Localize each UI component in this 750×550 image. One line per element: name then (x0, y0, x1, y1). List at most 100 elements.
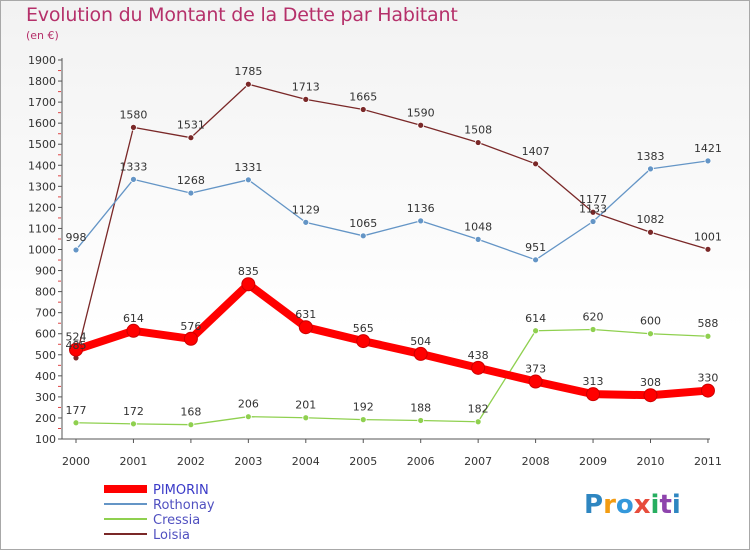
data-point-pimorin (413, 346, 428, 361)
y-tick-label: 1600 (28, 117, 56, 130)
chart-subtitle: (en €) (26, 29, 59, 42)
y-tick-label: 500 (35, 349, 56, 362)
data-label: 177 (66, 404, 87, 417)
logo-letter: x (633, 490, 651, 520)
data-label: 588 (697, 317, 718, 330)
y-tick-label: 400 (35, 370, 56, 383)
data-point-rothonay (647, 165, 654, 173)
x-tick-label: 2000 (62, 455, 90, 468)
data-label: 172 (123, 405, 144, 418)
chart-title: Evolution du Montant de la Dette par Hab… (26, 4, 458, 26)
x-tick-label: 2009 (579, 455, 607, 468)
series-line-cressia (75, 328, 709, 426)
data-point-rothonay (417, 217, 425, 225)
x-tick-label: 2010 (637, 455, 665, 468)
data-point-loisia (417, 121, 425, 129)
y-tick-label: 1300 (28, 180, 56, 193)
data-point-loisia (187, 134, 195, 142)
y-tick-label: 800 (35, 286, 56, 299)
data-point-pimorin (643, 388, 658, 403)
data-label: 188 (410, 401, 431, 414)
data-point-cressia (359, 416, 367, 424)
x-tick-label: 2011 (694, 455, 722, 468)
data-label: 182 (468, 403, 489, 416)
data-point-pimorin (356, 334, 371, 349)
data-label: 600 (640, 315, 661, 328)
data-point-pimorin (528, 374, 543, 389)
data-point-cressia (244, 413, 252, 421)
data-label: 168 (180, 406, 201, 419)
y-tick-label: 1500 (28, 138, 56, 151)
data-label: 485 (66, 339, 87, 352)
y-tick-label: 1700 (28, 96, 56, 109)
y-tick-label: 900 (35, 265, 56, 278)
data-point-rothonay (704, 157, 712, 165)
data-point-loisia (130, 123, 137, 131)
data-label: 330 (697, 372, 718, 385)
x-tick-label: 2006 (407, 455, 435, 468)
data-label: 1333 (119, 160, 147, 173)
y-tick-label: 1400 (28, 159, 56, 172)
data-point-rothonay (244, 176, 252, 184)
data-label: 620 (583, 311, 604, 324)
data-point-pimorin (69, 342, 83, 357)
logo-letter: i (650, 490, 660, 520)
data-point-cressia (532, 327, 539, 335)
data-point-loisia (647, 228, 654, 236)
x-tick-label: 2001 (119, 455, 147, 468)
x-tick-label: 2004 (292, 455, 320, 468)
legend-label-rothonay: Rothonay (153, 498, 215, 513)
data-label: 998 (66, 231, 87, 244)
data-point-pimorin (126, 323, 141, 338)
data-point-rothonay (72, 246, 80, 254)
x-tick-label: 2003 (234, 455, 262, 468)
data-label: 1590 (407, 106, 435, 119)
data-label: 1665 (349, 90, 377, 103)
data-point-rothonay (532, 256, 539, 264)
data-point-pimorin (298, 320, 313, 335)
data-point-cressia (302, 414, 310, 422)
data-label: 1048 (464, 220, 492, 233)
data-label: 1082 (637, 213, 665, 226)
data-point-rothonay (474, 235, 482, 243)
data-label: 1001 (694, 230, 722, 243)
data-point-cressia (72, 419, 80, 427)
data-point-pimorin (241, 277, 256, 292)
y-tick-label: 600 (35, 328, 56, 341)
y-tick-label: 1100 (28, 222, 56, 235)
data-point-rothonay (589, 218, 597, 225)
data-point-cressia (417, 417, 425, 424)
data-label: 1407 (522, 145, 550, 158)
data-point-loisia (589, 208, 597, 216)
data-point-rothonay (302, 218, 310, 226)
data-label: 951 (525, 241, 546, 254)
proxiti-logo: Proxiti (584, 490, 681, 520)
logo-letter: t (659, 490, 672, 520)
data-label: 565 (353, 322, 374, 335)
data-point-pimorin (183, 331, 198, 346)
data-label: 313 (583, 375, 604, 388)
data-label: 192 (353, 401, 374, 414)
data-label: 1177 (579, 193, 607, 206)
data-point-rothonay (130, 175, 137, 183)
data-point-loisia (532, 160, 539, 168)
data-label: 1785 (234, 65, 262, 78)
logo-letter: P (584, 490, 604, 520)
legend-label-cressia: Cressia (153, 513, 200, 528)
data-point-pimorin (586, 387, 601, 402)
y-tick-label: 700 (35, 307, 56, 320)
data-label: 438 (468, 349, 489, 362)
data-point-rothonay (359, 232, 367, 240)
logo-letter: i (671, 490, 681, 520)
data-label: 1133 (579, 202, 607, 215)
data-label: 373 (525, 363, 546, 376)
y-tick-label: 1000 (28, 244, 56, 257)
data-label: 576 (180, 320, 201, 333)
y-tick-label: 1900 (28, 54, 56, 67)
series-line-pimorin (72, 280, 712, 400)
data-label: 1421 (694, 142, 722, 155)
data-label: 835 (238, 265, 259, 278)
y-tick-label: 300 (35, 391, 56, 404)
y-tick-label: 100 (35, 433, 56, 446)
